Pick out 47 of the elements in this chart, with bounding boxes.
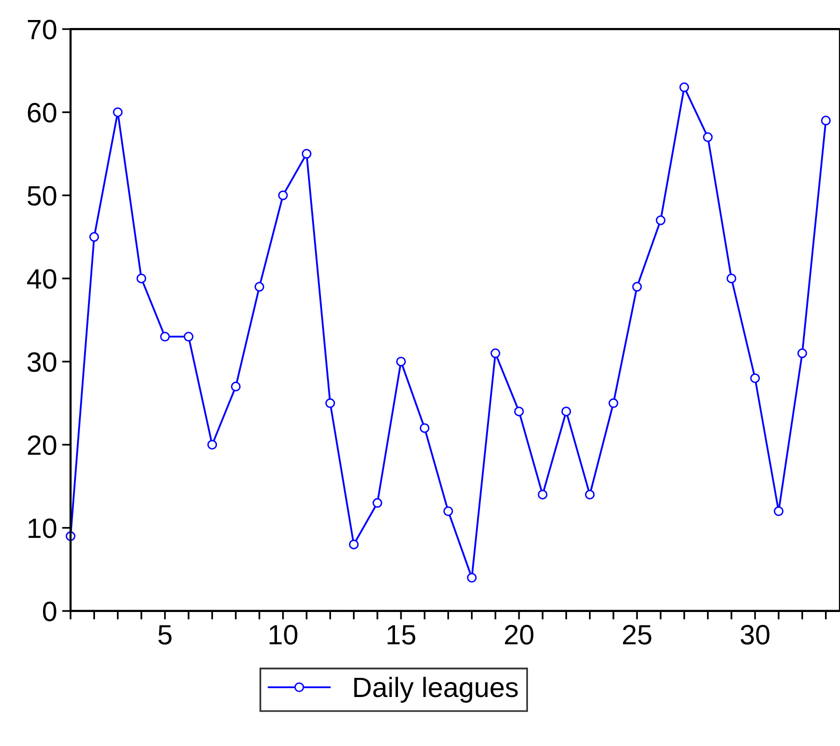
point — [230, 382, 241, 392]
y-tick-label: 30 — [28, 352, 56, 372]
point — [538, 490, 548, 500]
y-tick-label: 50 — [28, 186, 56, 206]
point — [656, 215, 666, 226]
point — [112, 107, 123, 118]
point — [325, 398, 336, 408]
point — [207, 440, 218, 450]
y-tick-label: 0 — [43, 602, 56, 622]
y-tick-label: 70 — [28, 20, 56, 40]
point — [89, 232, 100, 242]
point — [466, 572, 477, 583]
point — [420, 423, 430, 433]
point — [820, 116, 831, 126]
point — [396, 356, 406, 366]
point — [136, 274, 146, 284]
point — [750, 373, 760, 384]
point — [797, 348, 808, 358]
x-tick-label: 15 — [388, 625, 416, 645]
point — [632, 282, 642, 292]
point — [160, 332, 170, 342]
x-tick-label: 10 — [270, 624, 298, 645]
y-tick-label: 20 — [28, 435, 56, 456]
point — [302, 148, 312, 159]
point — [584, 490, 595, 500]
y-tick-label: 40 — [27, 269, 56, 289]
x-tick-label: 20 — [504, 624, 534, 645]
point — [184, 332, 194, 342]
legend-label: Daily leagues — [354, 676, 518, 703]
point — [702, 132, 713, 142]
point — [443, 506, 454, 516]
point — [608, 398, 618, 408]
point — [348, 540, 359, 550]
x-tick-label: 25 — [622, 624, 652, 645]
y-tick-label: 10 — [28, 518, 56, 538]
point — [278, 190, 288, 200]
point — [561, 406, 572, 416]
x-tick-label: 30 — [740, 624, 770, 645]
point — [679, 82, 690, 92]
point — [372, 498, 382, 508]
point — [254, 282, 264, 292]
point — [490, 348, 500, 358]
y-tick-label: 60 — [28, 102, 56, 123]
point — [726, 274, 736, 284]
x-tick-label: 5 — [158, 625, 172, 645]
point — [774, 506, 784, 516]
point — [514, 406, 524, 416]
